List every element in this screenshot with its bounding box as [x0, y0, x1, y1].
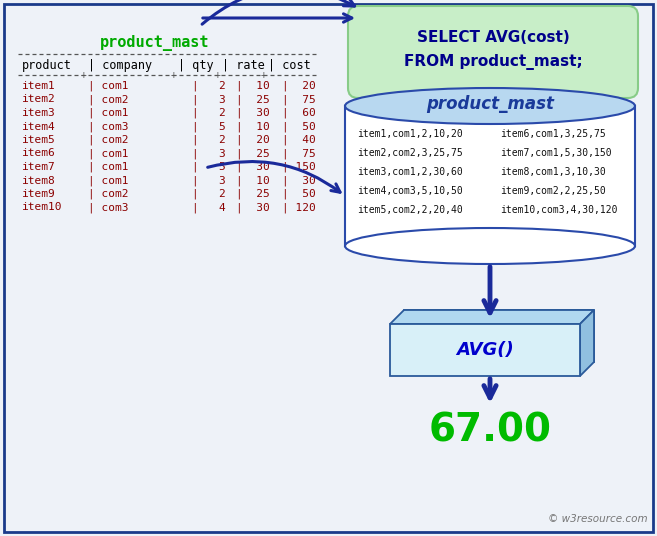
Text: | com1: | com1: [88, 175, 129, 186]
Text: | com2: | com2: [88, 189, 129, 199]
Text: | com1: | com1: [88, 162, 129, 172]
Ellipse shape: [345, 88, 635, 124]
Polygon shape: [404, 310, 594, 362]
Text: item2: item2: [22, 94, 56, 105]
Text: | qty: | qty: [178, 58, 214, 71]
Text: SELECT AVG(cost)
FROM product_mast;: SELECT AVG(cost) FROM product_mast;: [403, 31, 582, 70]
Text: |  30: | 30: [236, 162, 270, 172]
Text: item5: item5: [22, 135, 56, 145]
Text: |  20: | 20: [282, 81, 316, 91]
Text: item9: item9: [22, 189, 56, 199]
Text: product: product: [22, 58, 72, 71]
Text: item3,com1,2,30,60: item3,com1,2,30,60: [357, 167, 463, 177]
Text: item7: item7: [22, 162, 56, 172]
Text: | cost: | cost: [268, 58, 311, 71]
Text: | com3: | com3: [88, 202, 129, 213]
Text: |   2: | 2: [192, 81, 226, 91]
Text: product_mast: product_mast: [101, 35, 210, 51]
Text: +: +: [81, 70, 87, 80]
FancyBboxPatch shape: [348, 6, 638, 98]
FancyBboxPatch shape: [390, 324, 580, 376]
Polygon shape: [390, 310, 594, 324]
Text: |  50: | 50: [282, 121, 316, 132]
Text: item5,com2,2,20,40: item5,com2,2,20,40: [357, 205, 463, 215]
Text: | com2: | com2: [88, 135, 129, 145]
Text: |   3: | 3: [192, 94, 226, 105]
Text: item7,com1,5,30,150: item7,com1,5,30,150: [500, 148, 612, 158]
Text: |  10: | 10: [236, 81, 270, 91]
Text: |  10: | 10: [236, 175, 270, 186]
Text: | com1: | com1: [88, 108, 129, 118]
Text: |  30: | 30: [236, 108, 270, 118]
Text: | com3: | com3: [88, 121, 129, 132]
Text: item8: item8: [22, 175, 56, 185]
Text: |   2: | 2: [192, 135, 226, 145]
Text: AVG(): AVG(): [456, 341, 514, 359]
Text: |   2: | 2: [192, 108, 226, 118]
Text: |  10: | 10: [236, 121, 270, 132]
Text: item6,com1,3,25,75: item6,com1,3,25,75: [500, 129, 606, 139]
Text: item10,com3,4,30,120: item10,com3,4,30,120: [500, 205, 618, 215]
Text: item2,com2,3,25,75: item2,com2,3,25,75: [357, 148, 463, 158]
Text: © w3resource.com: © w3resource.com: [549, 514, 648, 524]
Polygon shape: [345, 106, 635, 246]
Text: product_mast: product_mast: [426, 95, 554, 113]
Ellipse shape: [345, 228, 635, 264]
Text: item1: item1: [22, 81, 56, 91]
Text: | 120: | 120: [282, 202, 316, 213]
Text: |  25: | 25: [236, 189, 270, 199]
Text: |  25: | 25: [236, 148, 270, 159]
Text: | rate: | rate: [222, 58, 265, 71]
Text: |  40: | 40: [282, 135, 316, 145]
Text: |   2: | 2: [192, 189, 226, 199]
Text: item1,com1,2,10,20: item1,com1,2,10,20: [357, 129, 463, 139]
Text: |  30: | 30: [236, 202, 270, 213]
Polygon shape: [580, 310, 594, 376]
Text: |   3: | 3: [192, 175, 226, 186]
Text: item4,com3,5,10,50: item4,com3,5,10,50: [357, 186, 463, 196]
Text: |   5: | 5: [192, 121, 226, 132]
Text: |  75: | 75: [282, 148, 316, 159]
Text: +: +: [171, 70, 177, 80]
Text: item6: item6: [22, 148, 56, 159]
Text: | com2: | com2: [88, 94, 129, 105]
Text: |  20: | 20: [236, 135, 270, 145]
Text: 67.00: 67.00: [428, 412, 551, 450]
Text: item8,com1,3,10,30: item8,com1,3,10,30: [500, 167, 606, 177]
Text: | com1: | com1: [88, 148, 129, 159]
Text: |  30: | 30: [282, 175, 316, 186]
Text: +: +: [261, 70, 267, 80]
Text: |  75: | 75: [282, 94, 316, 105]
Text: item3: item3: [22, 108, 56, 118]
Text: item10: item10: [22, 203, 62, 212]
Text: |  50: | 50: [282, 189, 316, 199]
Text: | com1: | com1: [88, 81, 129, 91]
Text: | company: | company: [88, 58, 152, 71]
Text: |   5: | 5: [192, 162, 226, 172]
Text: item9,com2,2,25,50: item9,com2,2,25,50: [500, 186, 606, 196]
Text: |  25: | 25: [236, 94, 270, 105]
Text: |   4: | 4: [192, 202, 226, 213]
Text: item4: item4: [22, 122, 56, 131]
Text: +: +: [215, 70, 221, 80]
Text: |   3: | 3: [192, 148, 226, 159]
Text: | 150: | 150: [282, 162, 316, 172]
Text: |  60: | 60: [282, 108, 316, 118]
